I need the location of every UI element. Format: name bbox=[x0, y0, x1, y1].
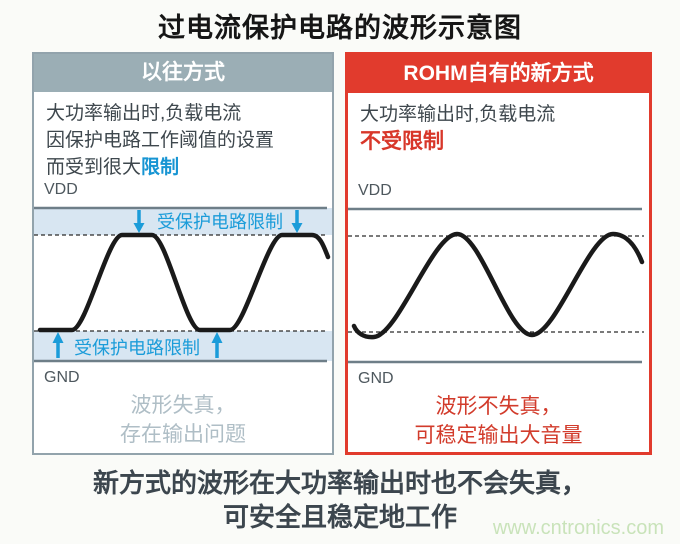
clean-sine-wave bbox=[351, 231, 645, 340]
desc-line3-highlight: 限制 bbox=[141, 157, 180, 178]
caption-line1: 波形不失真， bbox=[435, 395, 562, 418]
desc-line2-highlight: 不受限制 bbox=[360, 130, 444, 153]
panel-conventional: 以往方式 大功率输出时,负载电流 因保护电路工作阈值的设置 而受到很大限制 VD… bbox=[32, 52, 334, 455]
panel-conventional-description: 大功率输出时,负载电流 因保护电路工作阈值的设置 而受到很大限制 bbox=[46, 100, 326, 181]
down-arrow-icon bbox=[291, 210, 303, 233]
caption-line1: 波形失真， bbox=[130, 394, 236, 417]
panel-rohm-caption: 波形不失真， 可稳定输出大音量 bbox=[348, 392, 649, 450]
clipped-sine-wave bbox=[37, 232, 331, 333]
footer-line1: 新方式的波形在大功率输出时也不会失真， bbox=[92, 468, 587, 498]
footer-summary: 新方式的波形在大功率输出时也不会失真， 可安全且稳定地工作 bbox=[0, 466, 680, 534]
caption-line2: 可稳定输出大音量 bbox=[414, 424, 583, 447]
panel-rohm-new: ROHM自有的新方式 大功率输出时,负载电流 不受限制 VDD GND 波形不失… bbox=[345, 52, 652, 455]
panel-conventional-header: 以往方式 bbox=[34, 54, 332, 92]
limit-band-bottom bbox=[34, 331, 332, 361]
desc-line1: 大功率输出时,负载电流 bbox=[360, 104, 556, 125]
desc-line2: 因保护电路工作阈值的设置 bbox=[46, 130, 275, 151]
caption-line2: 存在输出问题 bbox=[120, 423, 246, 446]
limit-label-bottom: 受保护电路限制 bbox=[74, 338, 200, 358]
watermark: www.cntronics.com bbox=[492, 517, 664, 539]
limit-label-top: 受保护电路限制 bbox=[157, 212, 283, 232]
vdd-label: VDD bbox=[44, 181, 78, 198]
footer-line2: 可安全且稳定地工作 bbox=[222, 502, 457, 532]
down-arrow-icon bbox=[133, 210, 145, 233]
panel-rohm-new-header: ROHM自有的新方式 bbox=[348, 55, 649, 93]
up-arrow-icon bbox=[211, 332, 223, 358]
vdd-label: VDD bbox=[358, 182, 392, 199]
panel-conventional-caption: 波形失真， 存在输出问题 bbox=[34, 391, 332, 449]
gnd-label: GND bbox=[44, 369, 80, 386]
desc-line1: 大功率输出时,负载电流 bbox=[46, 103, 242, 124]
clean-waveform-chart bbox=[348, 207, 645, 364]
clipped-waveform-chart: 受保护电路限制 受保护电路限制 bbox=[34, 206, 332, 363]
desc-line3-prefix: 而受到很大 bbox=[46, 157, 142, 178]
panel-rohm-description: 大功率输出时,负载电流 不受限制 bbox=[360, 101, 643, 156]
limit-band-top bbox=[34, 208, 332, 235]
gnd-label: GND bbox=[358, 370, 394, 387]
up-arrow-icon bbox=[52, 332, 64, 358]
page-title: 过电流保护电路的波形示意图 bbox=[158, 13, 522, 43]
